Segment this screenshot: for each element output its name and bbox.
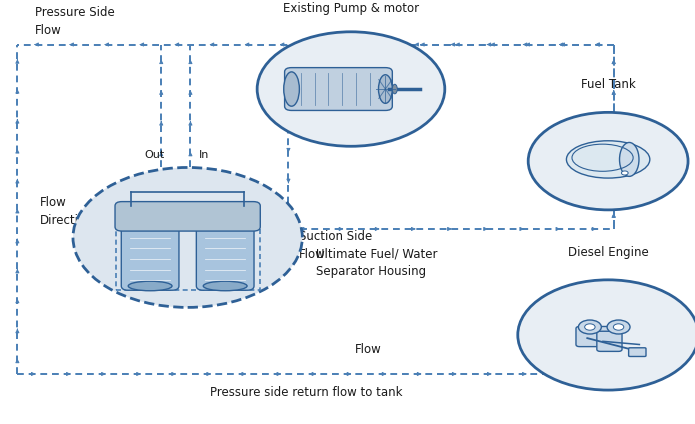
Text: Suction Side
Flow: Suction Side Flow [299, 230, 372, 262]
Text: Pressure side return flow to tank: Pressure side return flow to tank [210, 386, 402, 399]
Circle shape [518, 280, 695, 390]
FancyBboxPatch shape [597, 331, 622, 351]
Text: In: In [199, 150, 209, 160]
Circle shape [584, 324, 595, 330]
Ellipse shape [284, 72, 300, 106]
Text: Ultimate Fuel/ Water
Separator Housing: Ultimate Fuel/ Water Separator Housing [316, 247, 438, 279]
FancyBboxPatch shape [285, 67, 392, 111]
Circle shape [528, 112, 688, 210]
Circle shape [621, 171, 628, 175]
Ellipse shape [392, 84, 398, 94]
Text: Diesel Engine: Diesel Engine [568, 246, 648, 259]
Circle shape [257, 32, 445, 146]
Ellipse shape [203, 281, 247, 291]
Ellipse shape [379, 75, 392, 103]
Text: Pressure Side
Flow: Pressure Side Flow [35, 6, 115, 37]
Ellipse shape [128, 281, 172, 291]
FancyBboxPatch shape [576, 326, 619, 347]
Text: Flow
Direction: Flow Direction [40, 196, 94, 228]
Text: Existing Pump & motor: Existing Pump & motor [283, 2, 419, 15]
FancyBboxPatch shape [628, 348, 646, 357]
FancyBboxPatch shape [196, 225, 254, 290]
Ellipse shape [566, 141, 650, 178]
Circle shape [578, 320, 601, 334]
FancyBboxPatch shape [122, 225, 179, 290]
Text: Fuel Tank: Fuel Tank [581, 78, 635, 91]
Text: Out: Out [144, 150, 165, 160]
Ellipse shape [619, 142, 639, 176]
Circle shape [613, 324, 624, 330]
Circle shape [73, 167, 302, 307]
Text: Flow: Flow [355, 343, 382, 356]
Circle shape [607, 320, 630, 334]
FancyBboxPatch shape [115, 202, 260, 231]
